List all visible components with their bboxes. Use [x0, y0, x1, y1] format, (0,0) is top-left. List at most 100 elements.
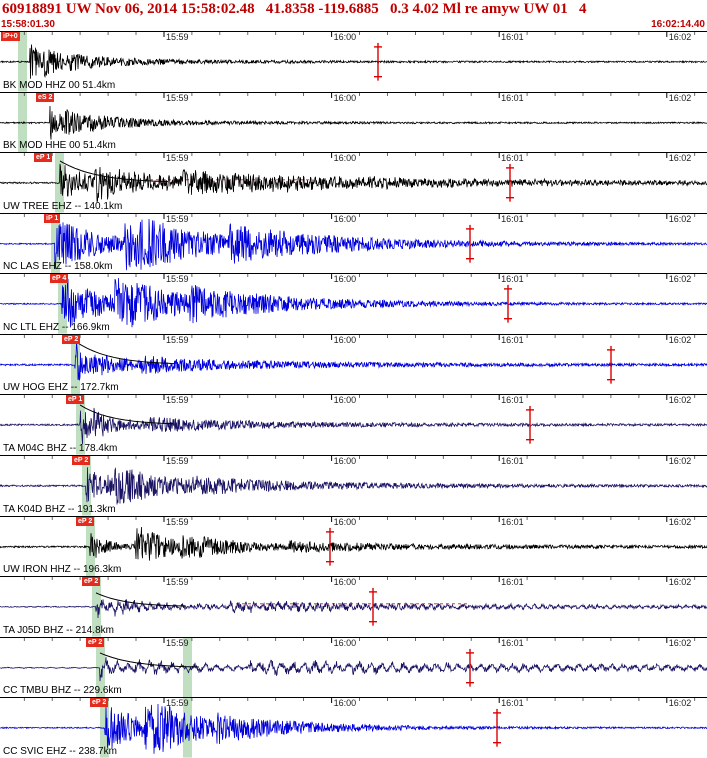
time-tick-label: 15:59	[165, 92, 189, 103]
time-tick-label: 16:01	[501, 637, 524, 648]
time-tick-label: 15:59	[165, 395, 189, 406]
waveform-plot	[0, 516, 707, 577]
trace-panel-1[interactable]: 15:59 16:00 16:01 16:02 eS 2 BK MOD HHE …	[0, 92, 707, 154]
time-tick-label: 15:59	[165, 637, 189, 648]
time-tick-label: 16:00	[333, 456, 357, 467]
time-tick-label: 16:02	[668, 395, 692, 406]
trace-panel-8[interactable]: 15:59 16:00 16:01 16:02 eP 2 UW IRON HHZ…	[0, 516, 707, 578]
time-tick-label: 15:59	[165, 153, 189, 164]
waveform-plot	[0, 395, 707, 456]
secondary-pick-marker[interactable]	[374, 42, 382, 81]
pick-flag[interactable]: eP 2	[90, 698, 109, 708]
time-tick-label: 15:59	[165, 334, 189, 345]
secondary-pick-marker[interactable]	[326, 527, 334, 566]
time-tick-label: 16:02	[668, 153, 692, 164]
station-label: BK MOD HHZ 00 51.4km	[3, 79, 116, 91]
trace-panel-4[interactable]: 15:59 16:00 16:01 16:02 eP 4 NC LTL EHZ …	[0, 274, 707, 335]
time-tick-label: 16:00	[333, 92, 357, 103]
secondary-pick-marker[interactable]	[466, 224, 474, 263]
time-tick-label: 16:01	[501, 213, 524, 224]
time-tick-label: 16:01	[501, 334, 524, 345]
station-label: TA J05D BHZ -- 214.8km	[3, 624, 114, 636]
pick-flag[interactable]: eP 2	[82, 577, 101, 587]
station-label: UW IRON HHZ -- 196.3km	[3, 564, 122, 576]
time-tick-label: 16:00	[333, 213, 357, 224]
time-tick-label: 16:02	[668, 698, 692, 709]
secondary-pick-marker[interactable]	[466, 648, 474, 687]
pick-flag[interactable]: eP 1	[66, 395, 85, 405]
time-tick-label: 16:01	[501, 274, 524, 285]
station-label: CC TMBU BHZ -- 229.6km	[3, 685, 122, 697]
time-tick-label: 16:01	[501, 92, 524, 103]
secondary-pick-marker[interactable]	[526, 406, 534, 445]
time-tick-label: 16:00	[333, 516, 357, 527]
pick-flag[interactable]: eP 2	[62, 334, 81, 344]
window-end-time: 16:02:14.40	[651, 19, 705, 30]
time-tick-label: 16:02	[668, 577, 692, 588]
waveform-plot	[0, 698, 707, 758]
station-label: CC SVIC EHZ -- 238.7km	[3, 745, 117, 757]
pick-flag[interactable]: eP 2	[86, 637, 105, 647]
pick-flag[interactable]: eS 2	[36, 92, 55, 102]
station-label: BK MOD HHE 00 51.4km	[3, 140, 116, 152]
trace-panel-2[interactable]: 15:59 16:00 16:01 16:02 eP 1 UW TREE EHZ…	[0, 153, 707, 214]
coda-decay-curve	[59, 160, 169, 183]
waveform-plot	[0, 637, 707, 698]
time-tick-label: 16:01	[501, 456, 524, 467]
trace-panel-9[interactable]: 15:59 16:00 16:01 16:02 eP 2 TA J05D BHZ…	[0, 577, 707, 638]
time-tick-label: 16:00	[333, 334, 357, 345]
secondary-pick-marker[interactable]	[504, 285, 512, 323]
pick-flag[interactable]: eP 2	[76, 516, 95, 526]
window-start-time: 15:58:01.30	[1, 19, 55, 30]
trace-panel-0[interactable]: 15:59 16:00 16:01 16:02 iP+0 BK MOD HHZ …	[0, 32, 707, 93]
pick-flag[interactable]: eP 4	[50, 274, 69, 284]
time-tick-label: 15:59	[165, 456, 189, 467]
station-label: NC LAS EHZ -- 158.0km	[3, 261, 113, 273]
trace-panels-container: 15:59 16:00 16:01 16:02 iP+0 BK MOD HHZ …	[0, 31, 707, 758]
secondary-pick-marker[interactable]	[607, 345, 615, 384]
time-tick-label: 15:59	[165, 213, 189, 224]
time-tick-label: 15:59	[165, 32, 189, 42]
time-tick-label: 15:59	[165, 577, 189, 588]
trace-panel-3[interactable]: 15:59 16:00 16:01 16:02 iP 1 NC LAS EHZ …	[0, 213, 707, 275]
time-tick-label: 16:02	[668, 92, 692, 103]
time-tick-label: 15:59	[165, 274, 189, 285]
pick-flag[interactable]: eP 2	[72, 456, 91, 466]
time-tick-label: 16:00	[333, 577, 357, 588]
coda-decay-curve	[79, 404, 174, 425]
coda-decay-curve	[74, 340, 175, 364]
secondary-pick-marker[interactable]	[506, 164, 514, 202]
waveform-plot	[0, 577, 707, 637]
time-tick-label: 16:00	[333, 395, 357, 406]
pick-flag[interactable]: iP+0	[1, 32, 20, 41]
secondary-pick-marker[interactable]	[493, 709, 501, 748]
station-label: TA K04D BHZ -- 191.3km	[3, 503, 116, 515]
time-tick-label: 16:02	[668, 516, 692, 527]
pick-flag[interactable]: iP 1	[44, 213, 61, 223]
waveform-plot	[0, 213, 707, 274]
trace-panel-11[interactable]: 15:59 16:00 16:01 16:02 eP 2 CC SVIC EHZ…	[0, 698, 707, 758]
time-tick-label: 16:02	[668, 637, 692, 648]
time-tick-label: 16:02	[668, 456, 692, 467]
trace-panel-10[interactable]: 15:59 16:00 16:01 16:02 eP 2 CC TMBU BHZ…	[0, 637, 707, 699]
time-tick-label: 15:59	[165, 516, 189, 527]
waveform-plot	[0, 274, 707, 334]
time-tick-label: 16:02	[668, 334, 692, 345]
coda-decay-curve	[95, 592, 187, 607]
trace-panel-5[interactable]: 15:59 16:00 16:01 16:02 eP 2 UW HOG EHZ …	[0, 334, 707, 396]
time-tick-label: 16:02	[668, 213, 692, 224]
waveform-plot	[0, 92, 707, 153]
time-tick-label: 16:00	[333, 274, 357, 285]
waveform-plot	[0, 153, 707, 213]
secondary-pick-marker[interactable]	[369, 588, 377, 626]
pick-flag[interactable]: eP 1	[34, 153, 53, 163]
station-label: UW HOG EHZ -- 172.7km	[3, 382, 119, 394]
time-tick-label: 16:01	[501, 153, 524, 164]
time-tick-label: 16:00	[333, 698, 357, 709]
trace-panel-6[interactable]: 15:59 16:00 16:01 16:02 eP 1 TA M04C BHZ…	[0, 395, 707, 457]
trace-panel-7[interactable]: 15:59 16:00 16:01 16:02 eP 2 TA K04D BHZ…	[0, 456, 707, 517]
time-tick-label: 16:01	[501, 577, 524, 588]
time-tick-label: 16:01	[501, 516, 524, 527]
time-tick-label: 16:01	[501, 32, 524, 42]
